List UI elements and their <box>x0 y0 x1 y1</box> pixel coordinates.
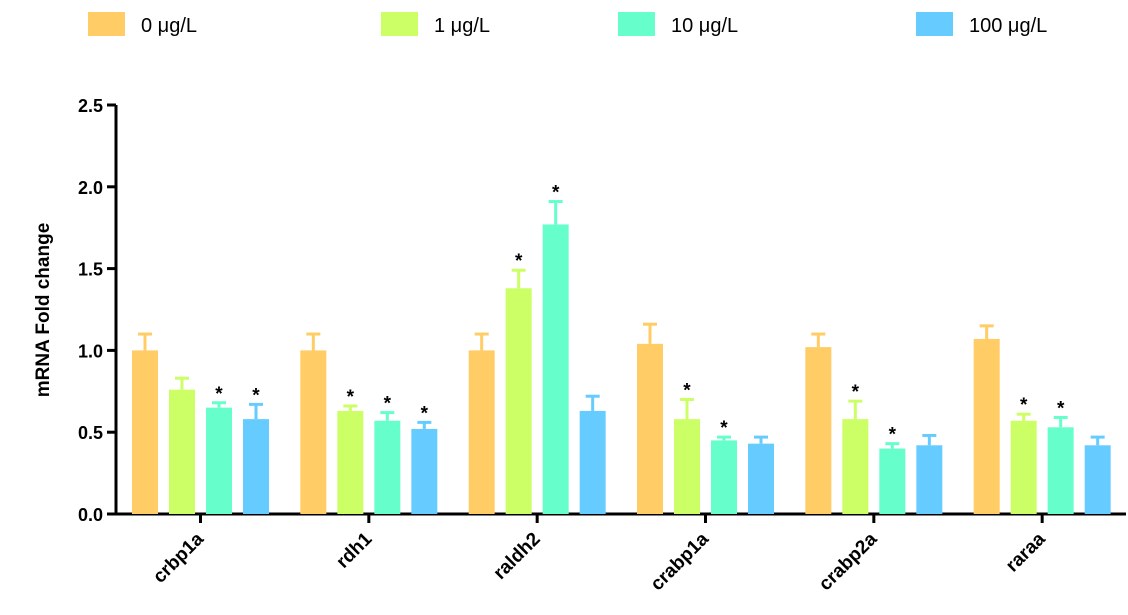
bar <box>1010 420 1037 514</box>
bar <box>300 350 327 514</box>
significance-marker: * <box>384 394 392 415</box>
significance-marker: * <box>852 382 860 403</box>
bar <box>468 350 495 514</box>
bar <box>805 347 832 514</box>
bar <box>637 343 663 514</box>
y-tick-label: 0.5 <box>78 423 103 443</box>
x-tick-label: crbp1a <box>149 528 208 587</box>
y-tick-label: 1.5 <box>78 260 103 280</box>
legend-swatch <box>381 12 418 36</box>
bar <box>973 338 1000 514</box>
x-tick-label: raraa <box>1002 528 1050 576</box>
bar <box>505 288 532 514</box>
legend-swatch <box>88 12 125 36</box>
significance-marker: * <box>889 425 897 446</box>
bar <box>243 419 269 514</box>
x-tick-label: crabp2a <box>815 528 882 595</box>
significance-marker: * <box>1020 395 1028 416</box>
y-tick-label: 1.0 <box>78 341 103 361</box>
bar <box>711 440 737 514</box>
legend: 0 μg/L 1 μg/L 10 μg/L 100 μg/L <box>88 12 1047 37</box>
y-tick-label: 2.0 <box>78 178 103 198</box>
x-axis: crbp1a rdh1 raldh2 crabp1a crabp2a raraa <box>115 512 1126 595</box>
bar <box>411 428 438 514</box>
bar <box>169 389 195 514</box>
y-tick-label: 0.0 <box>78 505 103 525</box>
legend-swatch <box>916 12 953 36</box>
bar <box>916 445 943 514</box>
x-tick-label: crabp1a <box>647 528 714 595</box>
x-tick-label: rdh1 <box>332 528 376 572</box>
significance-marker: * <box>421 403 429 424</box>
significance-marker: * <box>683 380 691 401</box>
bar <box>206 407 232 514</box>
significance-marker: * <box>552 183 560 204</box>
bar <box>674 419 700 514</box>
bar <box>1084 445 1111 514</box>
bar <box>842 419 869 514</box>
bar <box>879 448 906 514</box>
y-axis-label: mRNA Fold change <box>33 223 54 398</box>
y-axis: 0.0 0.5 1.0 1.5 2.0 2.5 <box>78 96 118 525</box>
legend-label: 10 μg/L <box>671 15 738 37</box>
bar <box>374 420 401 514</box>
bar <box>337 410 364 514</box>
bar <box>132 350 158 514</box>
significance-marker: * <box>720 418 728 439</box>
legend-label: 0 μg/L <box>141 15 197 37</box>
bar <box>1047 427 1074 514</box>
bar <box>579 410 606 514</box>
significance-marker: * <box>347 387 355 408</box>
x-tick-label: raldh2 <box>490 529 545 584</box>
significance-marker: * <box>515 251 523 272</box>
legend-label: 1 μg/L <box>434 15 490 37</box>
bars: * * * * * * * * * * * * * <box>132 183 1111 515</box>
significance-marker: * <box>1057 398 1065 419</box>
significance-marker: * <box>252 385 260 406</box>
significance-marker: * <box>215 384 223 405</box>
y-tick-label: 2.5 <box>78 96 103 116</box>
legend-label: 100 μg/L <box>969 15 1047 37</box>
bar <box>748 443 774 514</box>
legend-swatch <box>618 12 655 36</box>
bar <box>542 224 569 515</box>
